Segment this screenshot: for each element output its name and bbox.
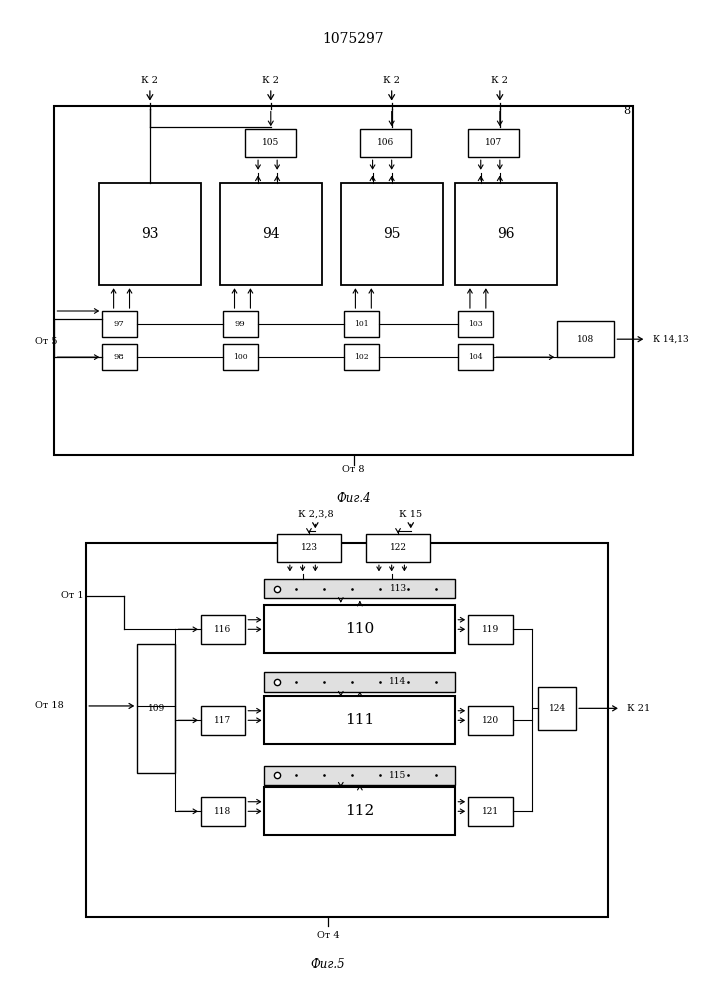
Text: 100: 100 <box>233 353 247 361</box>
Bar <box>264 579 455 598</box>
Text: 96: 96 <box>498 227 515 241</box>
Bar <box>360 129 411 157</box>
Bar <box>245 129 296 157</box>
Text: Фиг.4: Фиг.4 <box>337 492 370 505</box>
Bar <box>264 672 455 692</box>
Text: 98: 98 <box>114 353 124 361</box>
Text: 111: 111 <box>345 713 375 727</box>
Bar <box>459 344 493 370</box>
Text: От 1: От 1 <box>61 591 83 600</box>
Text: 118: 118 <box>214 807 232 816</box>
Text: 115: 115 <box>390 771 407 780</box>
Text: 116: 116 <box>214 625 232 634</box>
Text: К 2: К 2 <box>141 76 158 85</box>
Bar <box>201 615 245 644</box>
Bar <box>277 534 341 562</box>
Text: 93: 93 <box>141 227 158 241</box>
Bar <box>557 321 614 357</box>
Text: К 2,3,8: К 2,3,8 <box>298 510 333 519</box>
Bar <box>99 183 201 285</box>
Text: К 2: К 2 <box>262 76 279 85</box>
Text: От 4: От 4 <box>317 931 339 940</box>
Text: 120: 120 <box>481 716 499 725</box>
Text: 103: 103 <box>468 320 483 328</box>
Text: 121: 121 <box>481 807 499 816</box>
Text: К 21: К 21 <box>627 704 650 713</box>
Text: 112: 112 <box>345 804 375 818</box>
Bar <box>468 706 513 735</box>
Text: 124: 124 <box>549 704 566 713</box>
Text: К 2: К 2 <box>383 76 400 85</box>
Text: 123: 123 <box>300 543 317 552</box>
Text: 122: 122 <box>390 543 407 552</box>
Bar <box>468 129 519 157</box>
Text: 104: 104 <box>468 353 483 361</box>
Text: 113: 113 <box>390 584 407 593</box>
Text: 99: 99 <box>235 320 245 328</box>
Text: От 5: От 5 <box>35 337 58 346</box>
Text: 101: 101 <box>354 320 368 328</box>
Bar <box>103 311 137 337</box>
Text: 114: 114 <box>390 678 407 686</box>
Text: 97: 97 <box>114 320 124 328</box>
Text: 107: 107 <box>485 138 502 147</box>
Text: Фиг.5: Фиг.5 <box>311 958 345 971</box>
Text: 108: 108 <box>577 335 595 344</box>
Bar <box>220 183 322 285</box>
Bar <box>223 311 258 337</box>
Bar <box>264 605 455 653</box>
Text: 1075297: 1075297 <box>322 32 385 46</box>
Bar <box>86 543 608 917</box>
Bar <box>201 706 245 735</box>
Text: 117: 117 <box>214 716 232 725</box>
Text: 94: 94 <box>262 227 279 241</box>
Text: 109: 109 <box>148 704 165 713</box>
Text: От 18: От 18 <box>35 701 64 710</box>
Bar <box>468 615 513 644</box>
Text: К 15: К 15 <box>399 510 422 519</box>
Bar <box>344 344 379 370</box>
Bar <box>54 106 633 454</box>
Bar <box>455 183 557 285</box>
Text: 119: 119 <box>481 625 499 634</box>
Bar <box>264 787 455 835</box>
Text: 8: 8 <box>624 106 631 116</box>
Text: 105: 105 <box>262 138 279 147</box>
Bar <box>264 766 455 785</box>
Bar <box>264 696 455 744</box>
Bar <box>223 344 258 370</box>
Bar <box>341 183 443 285</box>
Bar <box>366 534 430 562</box>
Bar <box>103 344 137 370</box>
Bar <box>468 797 513 826</box>
Text: 95: 95 <box>383 227 400 241</box>
Text: 102: 102 <box>354 353 368 361</box>
Bar <box>459 311 493 337</box>
Text: К 2: К 2 <box>491 76 508 85</box>
Bar <box>137 644 175 773</box>
Bar <box>344 311 379 337</box>
Text: От 8: От 8 <box>342 465 365 474</box>
Text: 106: 106 <box>377 138 394 147</box>
Text: 110: 110 <box>345 622 375 636</box>
Text: К 14,13: К 14,13 <box>653 335 688 344</box>
Bar <box>538 687 576 730</box>
Bar <box>201 797 245 826</box>
